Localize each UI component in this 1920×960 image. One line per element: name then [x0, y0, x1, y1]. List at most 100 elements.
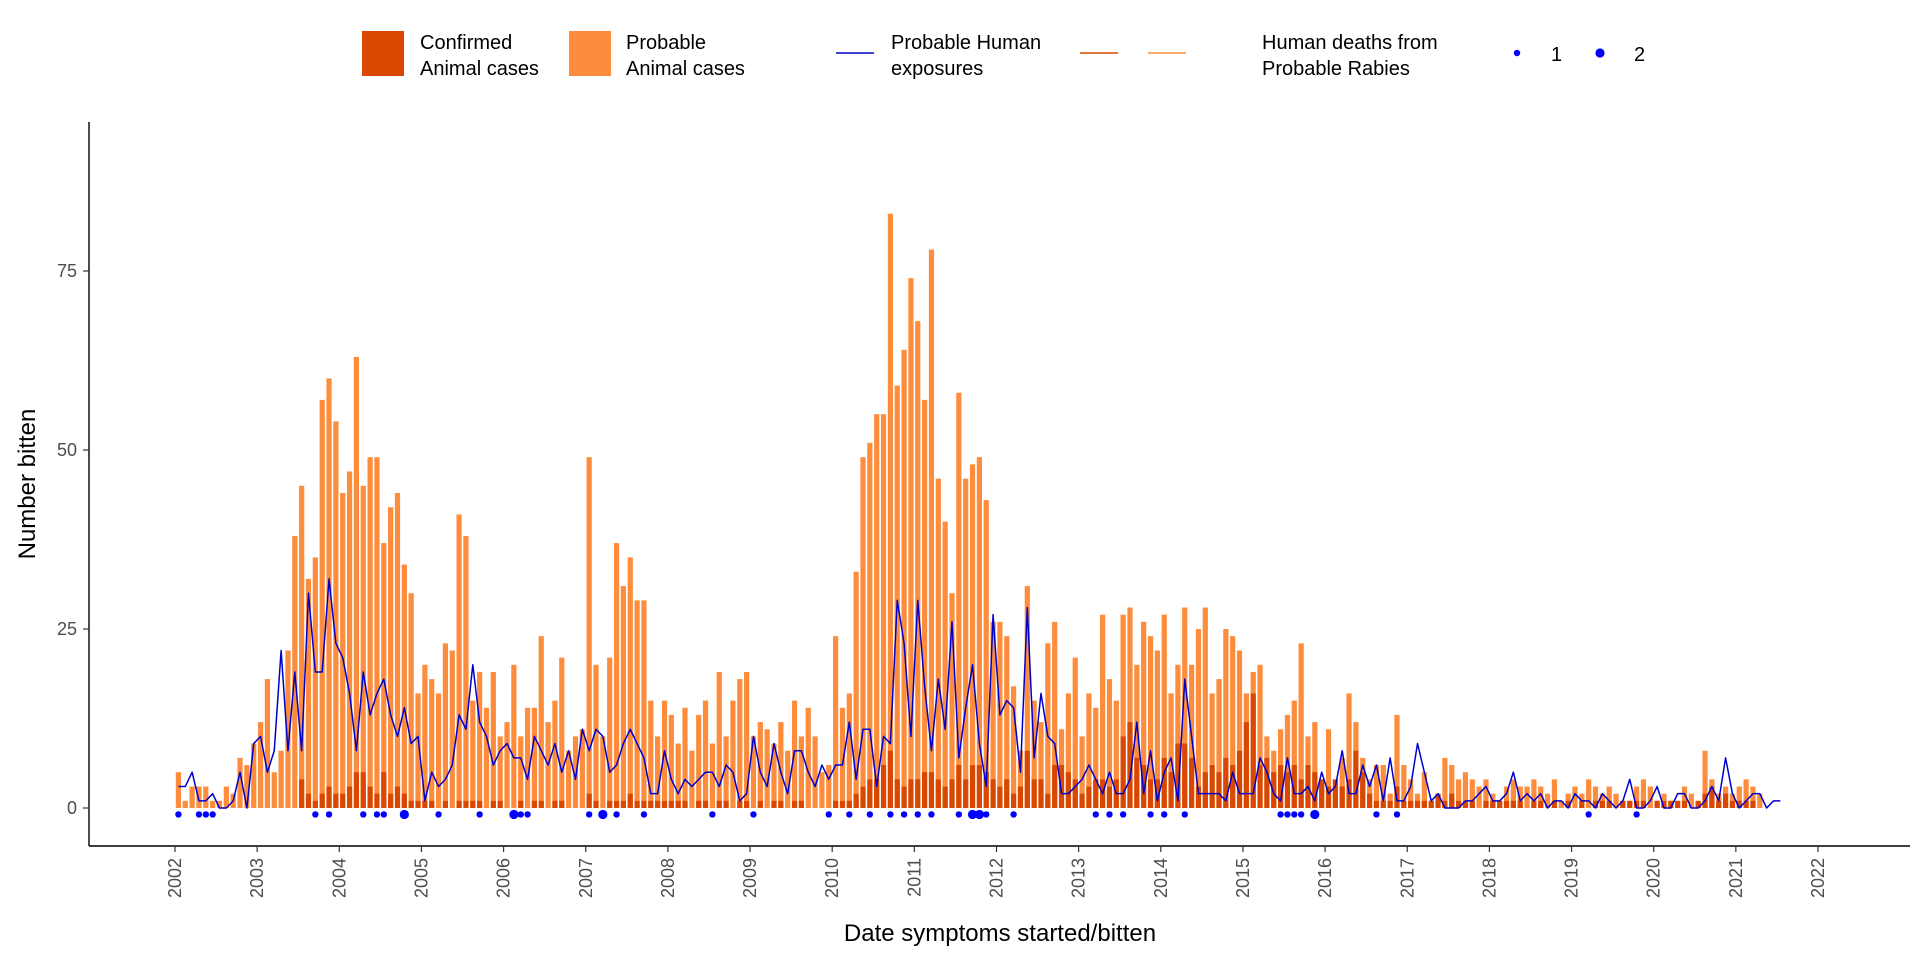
x-tick-label: 2015: [1233, 858, 1253, 898]
confirmed-bar: [860, 786, 866, 808]
probable-bar: [655, 736, 661, 808]
probable-bar: [593, 664, 599, 808]
x-tick-label: 2005: [411, 858, 431, 898]
confirmed-bar: [1469, 800, 1475, 808]
probable-bar: [867, 442, 873, 808]
confirmed-bar: [1065, 772, 1071, 808]
probable-bar: [1750, 786, 1756, 808]
confirmed-bar: [1291, 765, 1297, 808]
death-point: [175, 811, 182, 818]
probable-bar: [750, 736, 757, 808]
confirmed-bar: [1264, 757, 1270, 808]
probable-bar: [860, 457, 866, 808]
confirmed-bar: [559, 800, 565, 808]
legend-label-exposures-2: exposures: [891, 58, 983, 80]
probable-bar: [367, 457, 373, 808]
probable-bar: [1230, 636, 1236, 808]
confirmed-bar: [1627, 800, 1633, 808]
confirmed-bar: [648, 800, 654, 808]
confirmed-bar: [299, 779, 305, 808]
confirmed-bar: [1189, 757, 1195, 808]
confirmed-bar: [668, 800, 674, 808]
probable-bar: [394, 492, 401, 808]
probable-bar: [1455, 779, 1462, 808]
probable-bar: [1592, 786, 1599, 808]
death-point: [866, 811, 874, 818]
probable-bar: [1086, 693, 1092, 808]
probable-bar: [1408, 779, 1414, 808]
confirmed-bar: [846, 800, 852, 808]
probable-bar: [764, 729, 770, 808]
confirmed-bar: [1750, 800, 1756, 808]
confirmed-bar: [1093, 779, 1099, 808]
probable-bar: [963, 478, 969, 808]
probable-bar: [483, 707, 490, 808]
confirmed-bar: [853, 793, 859, 808]
probable-bar: [189, 786, 195, 808]
confirmed-bar: [340, 793, 346, 808]
confirmed-bar: [1462, 800, 1469, 808]
probable-bar: [798, 736, 804, 808]
probable-bar: [607, 657, 613, 808]
probable-bar: [1531, 779, 1537, 808]
confirmed-bar: [1736, 800, 1742, 808]
probable-bar: [511, 664, 517, 808]
probable-bar: [1476, 786, 1482, 808]
probable-bar: [1469, 779, 1475, 808]
probable-bar: [675, 743, 681, 808]
confirmed-bar: [627, 793, 633, 808]
probable-bar: [1729, 793, 1736, 808]
death-point: [887, 811, 894, 818]
confirmed-bar: [887, 750, 893, 808]
probable-bar: [1175, 664, 1181, 808]
death-point: [476, 811, 483, 818]
probable-bar: [470, 700, 476, 808]
probable-bar: [839, 707, 846, 808]
probable-bar: [1291, 700, 1297, 808]
probable-bar: [572, 736, 579, 808]
confirmed-bar: [880, 765, 887, 808]
death-point: [524, 811, 531, 818]
confirmed-bar: [1640, 800, 1647, 808]
confirmed-bar: [949, 779, 955, 808]
probable-bar: [278, 750, 284, 808]
probable-bar: [1401, 765, 1407, 808]
x-tick-label: 2006: [494, 858, 514, 898]
confirmed-bar: [1120, 736, 1126, 808]
probable-bar: [833, 636, 839, 808]
confirmed-bar: [1325, 786, 1332, 808]
x-tick-label: 2020: [1644, 858, 1664, 898]
probable-bar: [1517, 786, 1523, 808]
probable-bar: [1606, 786, 1612, 808]
confirmed-bar: [702, 800, 709, 808]
probable-bar: [422, 664, 428, 808]
confirmed-bar: [1127, 722, 1133, 808]
death-point: [640, 811, 648, 818]
confirmed-bar: [1202, 772, 1208, 808]
x-tick-label: 2017: [1397, 858, 1417, 898]
death-point: [1277, 811, 1284, 818]
probable-bar: [785, 750, 791, 808]
probable-bar: [627, 557, 633, 808]
confirmed-bar: [1278, 765, 1284, 808]
probable-bar: [1551, 779, 1558, 808]
probable-bar: [1538, 786, 1544, 808]
legend-label-death-size-2: 2: [1634, 44, 1645, 66]
confirmed-bar: [1360, 772, 1366, 808]
probable-bar: [210, 800, 216, 808]
death-point: [325, 811, 333, 818]
legend-key-confirmed: [362, 31, 404, 76]
confirmed-bar: [463, 800, 469, 808]
confirmed-bar: [1455, 800, 1462, 808]
confirmed-bar: [381, 772, 387, 808]
probable-bar: [1743, 779, 1749, 808]
x-tick-label: 2010: [822, 858, 842, 898]
confirmed-bar: [935, 779, 941, 808]
probable-bar: [1100, 614, 1106, 808]
probable-bar: [552, 700, 558, 808]
confirmed-bar: [1592, 800, 1599, 808]
legend-label-deaths-2: Probable Rabies: [1262, 58, 1410, 80]
probable-bar: [244, 765, 250, 808]
death-point: [1092, 811, 1099, 818]
death-point: [399, 809, 409, 820]
